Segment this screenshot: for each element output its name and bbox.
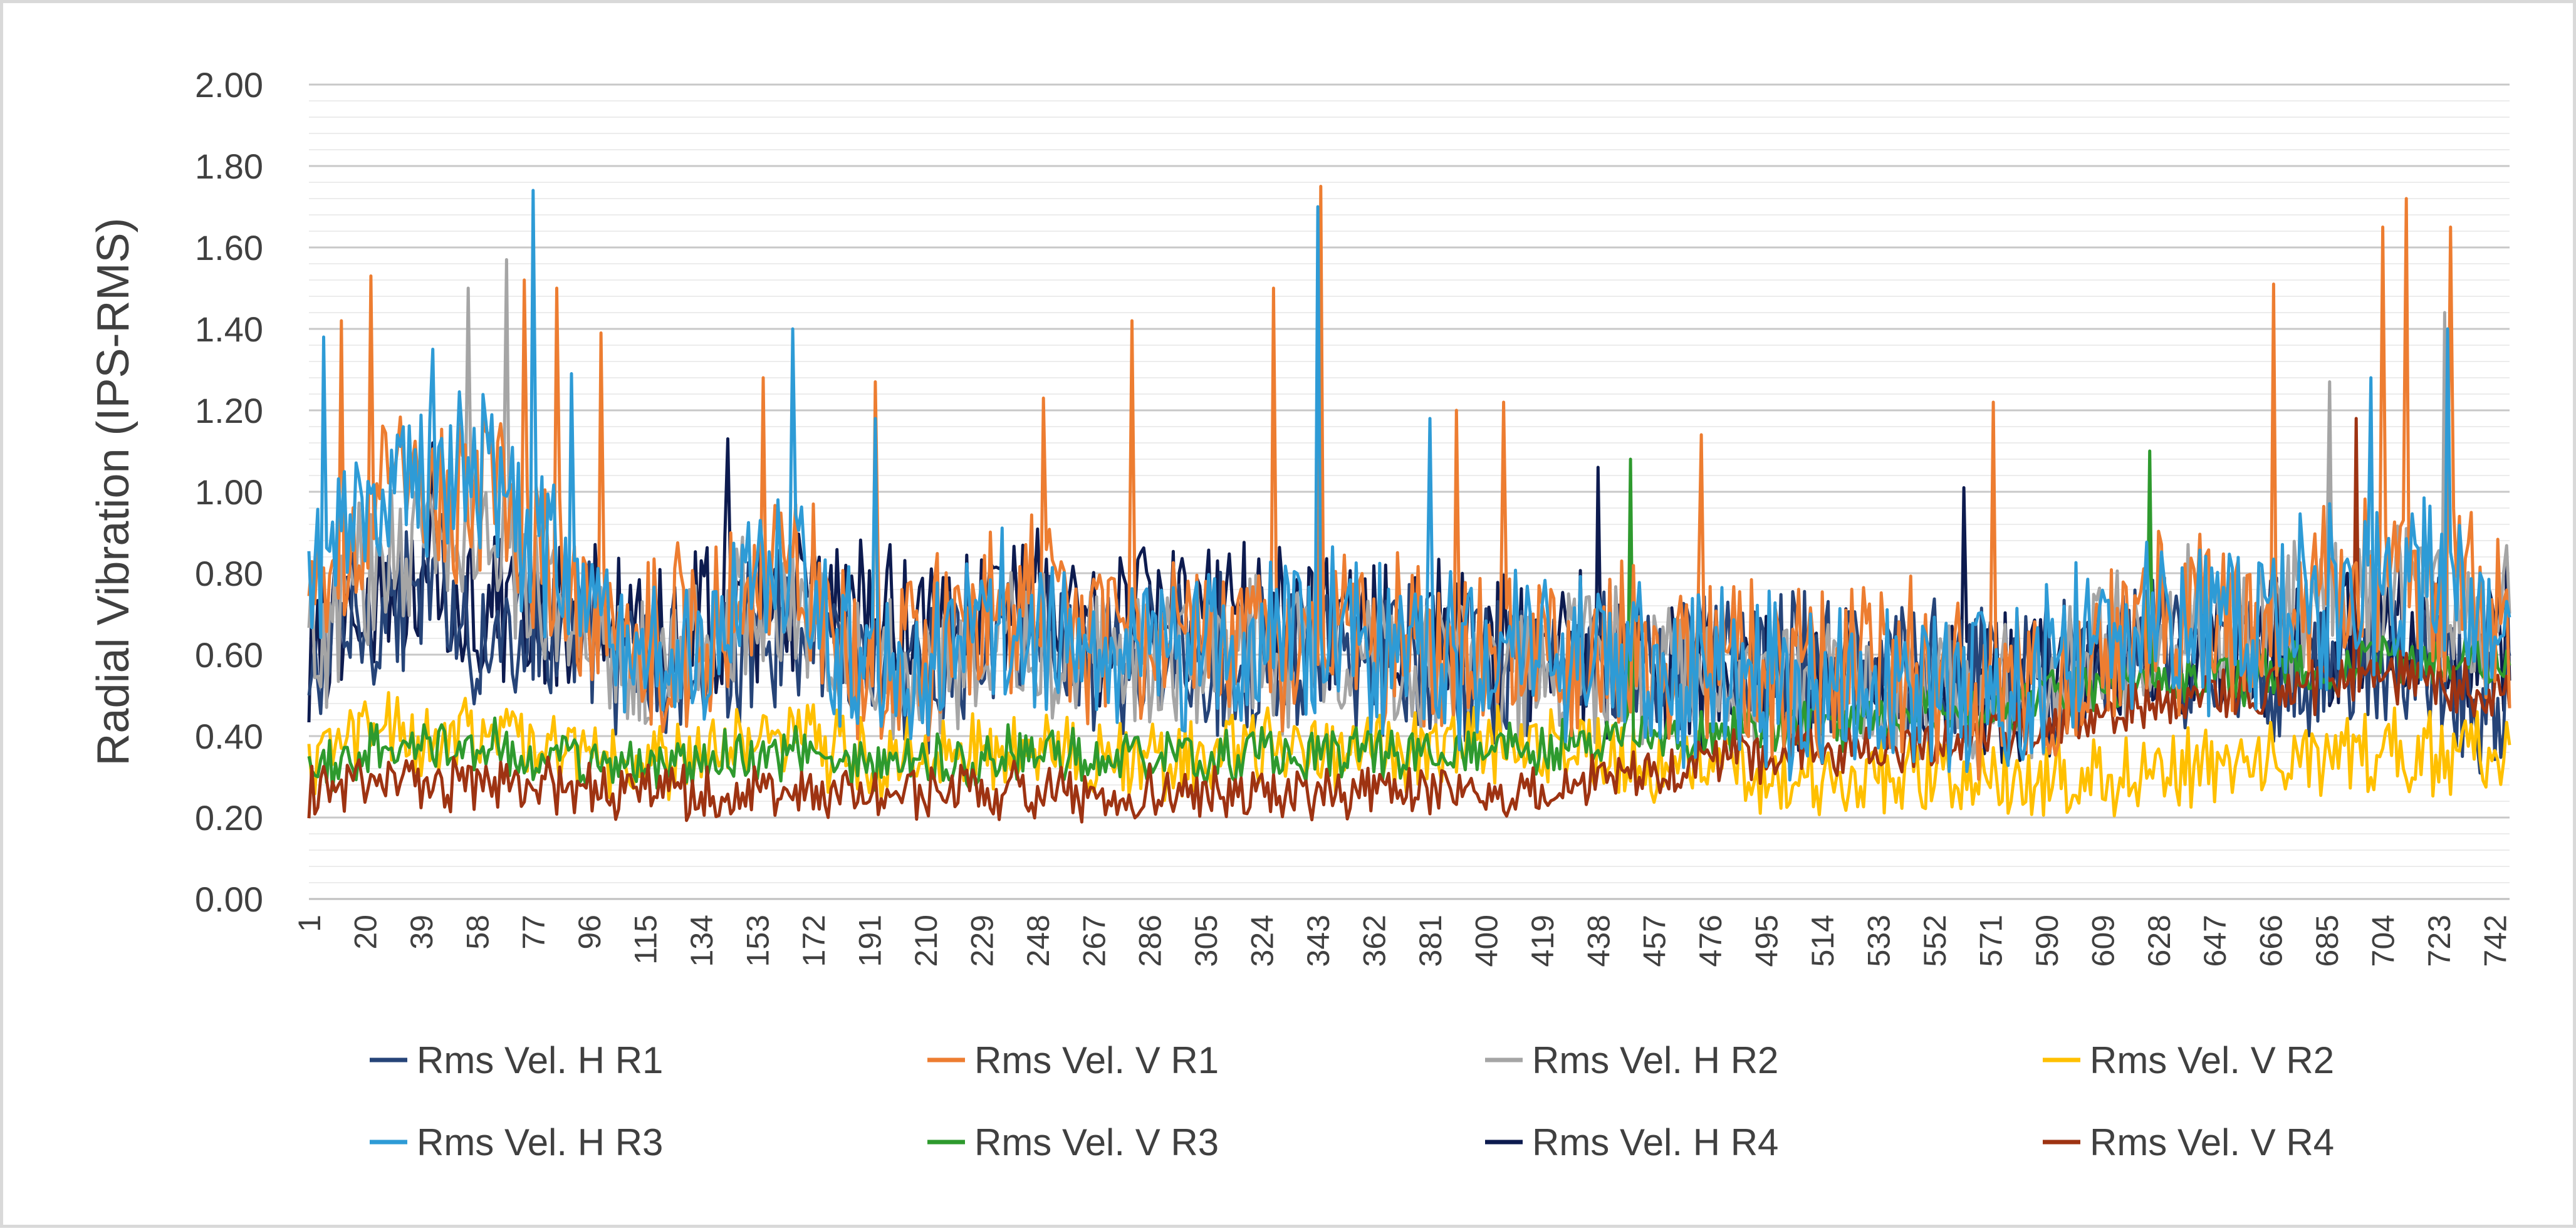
x-tick-label: 685: [2310, 915, 2345, 967]
y-tick-label: 1.60: [195, 228, 263, 267]
legend: Rms Vel. H R1 Rms Vel. V R1 Rms Vel. H R2 R…: [370, 1039, 2334, 1163]
y-tick-label: 0.60: [195, 635, 263, 675]
y-tick-label: 0.00: [195, 880, 263, 919]
x-tick-label: 647: [2198, 915, 2233, 967]
y-tick-label: 2.00: [195, 65, 263, 105]
x-tick-label: 39: [404, 915, 439, 950]
legend-label: Rms Vel. V R4: [2090, 1121, 2334, 1163]
legend-item: Rms Vel. H R2: [1485, 1039, 1778, 1081]
y-tick-label: 0.20: [195, 798, 263, 838]
x-tick-label: 172: [796, 915, 832, 967]
x-tick-label: 58: [460, 915, 495, 950]
x-tick-label: 533: [1862, 915, 1897, 967]
legend-item: Rms Vel. V R3: [927, 1121, 1219, 1163]
x-tick-label: 362: [1357, 915, 1392, 967]
x-tick-label: 229: [964, 915, 999, 967]
legend-item: Rms Vel. V R2: [2043, 1039, 2334, 1081]
x-tick-label: 723: [2422, 915, 2457, 967]
y-tick-label: 0.40: [195, 717, 263, 756]
series-lines: [307, 185, 2511, 824]
legend-item: Rms Vel. H R4: [1485, 1121, 1778, 1163]
x-tick-label: 742: [2478, 915, 2513, 967]
y-tick-label: 1.40: [195, 309, 263, 349]
x-tick-label: 514: [1805, 915, 1840, 967]
x-tick-label: 77: [516, 915, 551, 950]
x-tick-label: 305: [1189, 915, 1224, 967]
series-line-8: [307, 417, 2511, 824]
x-tick-label: 96: [572, 915, 607, 950]
x-tick-label: 20: [348, 915, 383, 950]
y-tick-label: 1.00: [195, 472, 263, 512]
x-tick-label: 381: [1413, 915, 1448, 967]
x-tick-label: 191: [852, 915, 887, 967]
legend-label: Rms Vel. V R3: [974, 1121, 1219, 1163]
x-axis-ticks: 1 20 39 58 77 96 115 134 153 172 191 210 229 248 267 28…: [292, 915, 2513, 967]
x-tick-label: 248: [1021, 915, 1056, 967]
x-tick-label: 419: [1525, 915, 1560, 967]
line-chart: 0.00 0.20 0.40 0.60 0.80 1.00 1.20 1.40 1.60 1.80…: [88, 65, 2513, 1163]
x-tick-label: 400: [1469, 915, 1504, 967]
x-tick-label: 476: [1693, 915, 1728, 967]
x-tick-label: 495: [1749, 915, 1785, 967]
legend-label: Rms Vel. V R2: [2090, 1039, 2334, 1081]
legend-item: Rms Vel. V R1: [927, 1039, 1219, 1081]
y-tick-label: 0.80: [195, 554, 263, 593]
y-axis-ticks: 0.00 0.20 0.40 0.60 0.80 1.00 1.20 1.40 1.60 1.80…: [195, 65, 263, 919]
legend-item: Rms Vel. H R1: [370, 1039, 663, 1081]
x-tick-label: 590: [2030, 915, 2065, 967]
x-tick-label: 704: [2366, 915, 2401, 967]
x-tick-label: 571: [1973, 915, 2008, 967]
legend-label: Rms Vel. H R2: [1532, 1039, 1778, 1081]
legend-label: Rms Vel. V R1: [974, 1039, 1219, 1081]
y-tick-label: 1.80: [195, 147, 263, 186]
legend-label: Rms Vel. H R1: [417, 1039, 663, 1081]
y-tick-label: 1.20: [195, 391, 263, 430]
series-line-3: [307, 258, 2511, 774]
x-tick-label: 1: [292, 915, 327, 932]
y-axis-title: Radial Vibration (IPS-RMS): [88, 218, 138, 766]
x-tick-label: 324: [1245, 915, 1280, 967]
x-tick-label: 210: [909, 915, 944, 967]
x-tick-label: 609: [2085, 915, 2120, 967]
series-line-5: [307, 189, 2511, 782]
x-tick-label: 438: [1581, 915, 1616, 967]
legend-label: Rms Vel. H R3: [417, 1121, 663, 1163]
x-tick-label: 115: [628, 915, 664, 965]
x-tick-label: 666: [2254, 915, 2289, 967]
x-tick-label: 153: [741, 915, 776, 967]
legend-item: Rms Vel. V R4: [2043, 1121, 2334, 1163]
x-tick-label: 552: [1917, 915, 1953, 967]
legend-item: Rms Vel. H R3: [370, 1121, 663, 1163]
legend-label: Rms Vel. H R4: [1532, 1121, 1778, 1163]
series-line-6: [307, 449, 2511, 792]
x-tick-label: 457: [1637, 915, 1672, 967]
x-tick-label: 628: [2142, 915, 2177, 967]
x-tick-label: 267: [1077, 915, 1112, 967]
x-tick-label: 343: [1301, 915, 1336, 967]
x-tick-label: 286: [1133, 915, 1168, 967]
series-line-2: [307, 185, 2511, 781]
x-tick-label: 134: [684, 915, 719, 967]
